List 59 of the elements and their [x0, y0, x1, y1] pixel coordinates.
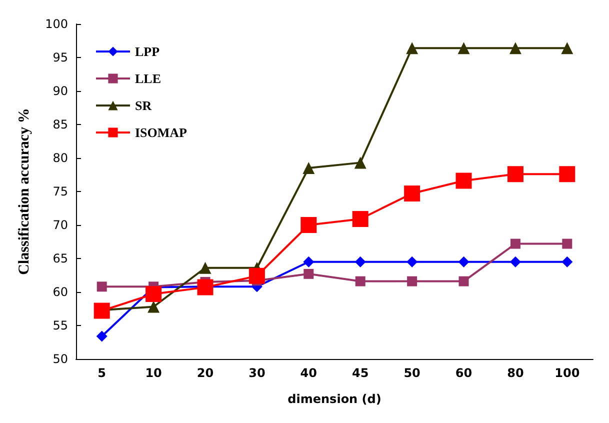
y-tick-label: 75 [52, 184, 68, 198]
point [302, 162, 315, 174]
point [458, 276, 469, 286]
x-tick-label: 10 [145, 366, 162, 380]
y-tick-label: 55 [52, 318, 68, 332]
point [458, 42, 470, 54]
point [94, 302, 110, 319]
x-tick-label: 60 [455, 366, 472, 380]
point [300, 217, 317, 233]
point [510, 256, 521, 268]
point [458, 256, 470, 268]
point [96, 330, 108, 342]
legend-label: LPP [135, 44, 160, 59]
x-tick-label: 100 [554, 366, 580, 380]
y-tick-label: 65 [52, 252, 68, 266]
point [406, 256, 418, 268]
x-tick-label: 45 [352, 366, 369, 380]
legend-label: ISOMAP [135, 125, 188, 140]
y-tick-label: 95 [52, 50, 68, 64]
x-tick-label: 40 [300, 366, 317, 380]
legend-label: SR [135, 98, 152, 113]
point [562, 256, 573, 268]
point [303, 256, 314, 268]
legend-label: LLE [135, 71, 162, 86]
x-tick-label: 30 [248, 366, 266, 380]
point [248, 268, 265, 284]
point [404, 186, 420, 202]
y-tick-label: 80 [52, 151, 68, 165]
x-tick-label: 50 [404, 366, 420, 380]
point [456, 172, 472, 189]
point [304, 268, 314, 279]
point [354, 256, 366, 268]
point [561, 42, 574, 54]
y-tick-label: 90 [52, 84, 68, 98]
point [510, 238, 520, 249]
point [509, 42, 522, 54]
y-tick-label: 85 [52, 118, 68, 132]
point [406, 42, 418, 54]
point [559, 166, 576, 182]
point [355, 276, 366, 286]
x-tick-label: 80 [507, 366, 524, 380]
point [199, 262, 212, 274]
point [507, 166, 524, 182]
point [197, 279, 214, 296]
point [562, 238, 572, 249]
y-tick-label: 50 [52, 352, 68, 366]
point [146, 286, 162, 302]
x-tick-label: 5 [98, 366, 106, 380]
point [407, 276, 418, 286]
y-tick-label: 60 [52, 285, 68, 299]
y-tick-label: 100 [45, 17, 68, 31]
point [354, 156, 366, 169]
point [352, 210, 368, 227]
point [148, 300, 160, 313]
y-axis-title: Classification accuracy % [16, 108, 32, 275]
y-tick-label: 70 [52, 218, 68, 232]
x-tick-label: 20 [196, 366, 214, 380]
point [96, 282, 107, 292]
x-axis-title: dimension (d) [288, 392, 382, 406]
